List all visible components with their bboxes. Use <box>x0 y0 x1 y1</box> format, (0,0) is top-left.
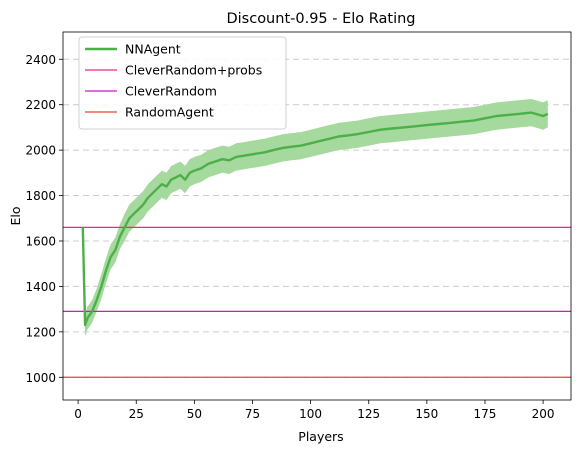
x-tick-label: 100 <box>299 407 322 421</box>
legend-label-cleverrandom-probs: CleverRandom+probs <box>125 63 262 78</box>
x-tick-label: 50 <box>187 407 202 421</box>
reference-lines <box>63 226 571 378</box>
y-tick-label: 1800 <box>25 189 56 203</box>
x-tick-label: 175 <box>474 407 497 421</box>
y-tick-label: 1600 <box>25 234 56 248</box>
confidence-band <box>82 99 548 337</box>
x-tick-label: 25 <box>129 407 144 421</box>
y-tick-label: 2000 <box>25 144 56 158</box>
x-tick-label: 125 <box>357 407 380 421</box>
y-tick-label: 2400 <box>25 53 56 67</box>
x-axis-label: Players <box>298 429 343 444</box>
y-axis-label: Elo <box>8 206 23 225</box>
y-axis-ticks: 1000 1200 1400 1600 1800 2000 2200 2400 <box>25 53 63 385</box>
legend-box <box>78 36 287 130</box>
chart-title: Discount-0.95 - Elo Rating <box>226 11 415 27</box>
nnagent-line <box>81 111 549 327</box>
x-tick-label: 75 <box>245 407 260 421</box>
legend-label-randomagent: RandomAgent <box>125 105 214 120</box>
legend-label-nnagent: NNAgent <box>125 42 181 57</box>
y-tick-label: 1200 <box>25 325 56 339</box>
series-lines <box>81 111 549 327</box>
nnagent-band <box>82 99 548 337</box>
x-axis-ticks: 0 25 50 75 100 125 150 175 200 <box>74 400 555 421</box>
y-tick-label: 1000 <box>25 371 56 385</box>
y-tick-label: 2200 <box>25 98 56 112</box>
plot-frame <box>62 31 572 401</box>
x-tick-label: 200 <box>532 407 555 421</box>
y-tick-label: 1400 <box>25 280 56 294</box>
x-tick-label: 150 <box>415 407 438 421</box>
x-tick-label: 0 <box>74 407 82 421</box>
legend-label-cleverrandom: CleverRandom <box>125 84 217 99</box>
legend: NNAgent CleverRandom+probs CleverRandom Ran… <box>78 36 287 130</box>
